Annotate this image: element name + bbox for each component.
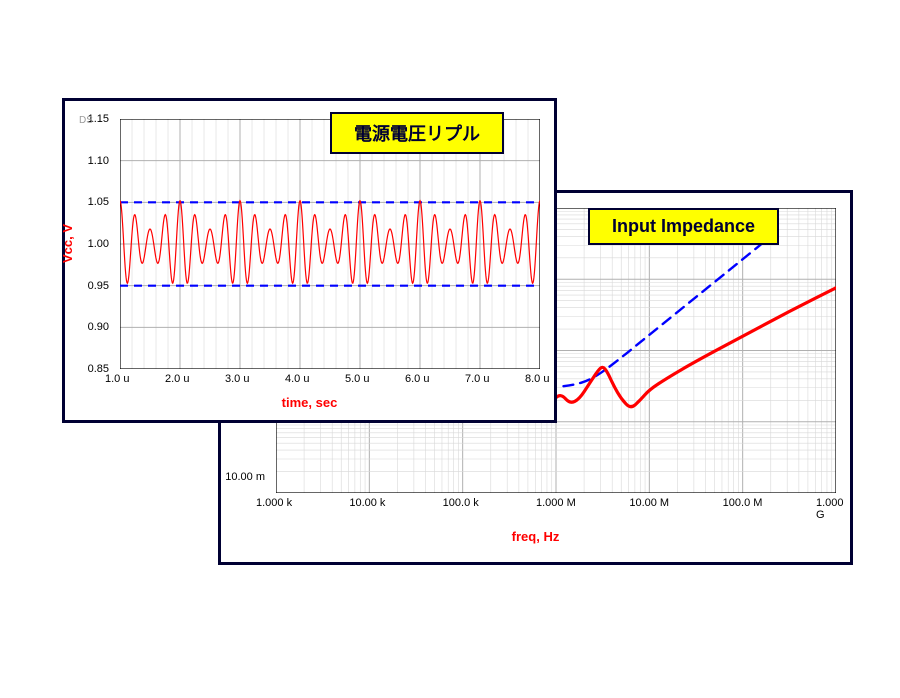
impedance-xtick: 10.00 k bbox=[349, 497, 385, 509]
ripple-plot bbox=[120, 119, 540, 369]
impedance-xtick: 1.000 k bbox=[256, 497, 292, 509]
impedance-xtick: 10.00 M bbox=[629, 497, 669, 509]
ripple-title-badge: 電源電圧リプル bbox=[330, 112, 504, 154]
ripple-xtick: 5.0 u bbox=[345, 373, 369, 385]
ripple-ylabel: Vcc, V bbox=[60, 224, 75, 263]
ripple-xtick: 8.0 u bbox=[525, 373, 549, 385]
ripple-ytick: 0.95 bbox=[88, 280, 109, 292]
impedance-xtick: 1.000 G bbox=[816, 497, 850, 521]
ripple-ytick: 1.05 bbox=[88, 196, 109, 208]
impedance-xlabel: freq, Hz bbox=[512, 529, 560, 544]
ripple-ytick: 1.00 bbox=[88, 238, 109, 250]
ripple-xtick: 6.0 u bbox=[405, 373, 429, 385]
impedance-xtick: 1.000 M bbox=[536, 497, 576, 509]
impedance-xtick: 100.0 M bbox=[723, 497, 763, 509]
ripple-xtick: 3.0 u bbox=[225, 373, 249, 385]
ripple-xtick: 1.0 u bbox=[105, 373, 129, 385]
ripple-xlabel: time, sec bbox=[282, 395, 338, 410]
impedance-ytick: 10.00 m bbox=[225, 471, 265, 483]
ripple-xtick: 7.0 u bbox=[465, 373, 489, 385]
ripple-ytick: 1.10 bbox=[88, 155, 109, 167]
ripple-xtick: 2.0 u bbox=[165, 373, 189, 385]
impedance-title-badge: Input Impedance bbox=[588, 208, 779, 245]
watermark: DS bbox=[79, 115, 93, 126]
impedance-xtick: 100.0 k bbox=[443, 497, 479, 509]
ripple-xtick: 4.0 u bbox=[285, 373, 309, 385]
ripple-ytick: 0.90 bbox=[88, 321, 109, 333]
